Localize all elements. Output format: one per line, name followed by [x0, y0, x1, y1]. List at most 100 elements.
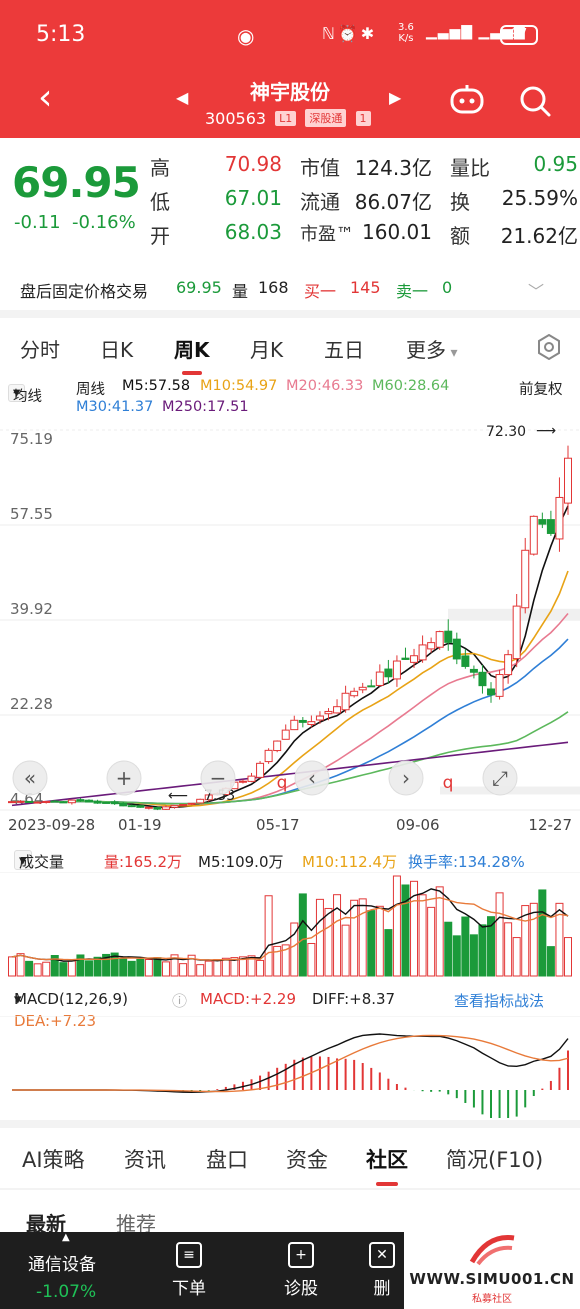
- chart-control-glyph: ‹: [308, 766, 316, 790]
- candle-body: [487, 688, 496, 696]
- float-label: 流通: [300, 190, 340, 214]
- volume-bar: [307, 942, 316, 977]
- divider: [0, 1188, 580, 1190]
- tab-more[interactable]: 更多 ▾: [406, 338, 458, 362]
- candle-body: [281, 729, 290, 740]
- tab-order-book[interactable]: 盘口: [206, 1148, 248, 1172]
- low-marker-arrow: ⟵: [168, 788, 188, 804]
- open-value: 68.03: [224, 220, 282, 244]
- ma60-value: M60:28.64: [372, 378, 450, 394]
- candle-body: [521, 549, 530, 609]
- candle-body: [204, 794, 213, 801]
- chart-control-glyph: «: [24, 766, 36, 790]
- ma-selector[interactable]: 均线 ▾: [8, 384, 42, 405]
- high-label: 高: [150, 156, 170, 180]
- macd-selector[interactable]: MACD(12,26,9) ▾: [14, 990, 128, 1008]
- robot-icon[interactable]: [449, 84, 485, 114]
- volume-bar: [170, 954, 179, 977]
- gear-icon[interactable]: [536, 334, 562, 360]
- candle-body: [350, 690, 359, 697]
- search-icon[interactable]: [518, 84, 552, 118]
- status-bar: 5:13 ◉ ℕ⏰✱ 3.6 K/s ▁▃▅▇ ▁▃▅▇ 97: [0, 0, 580, 70]
- volume-bar: [67, 960, 76, 977]
- diagnose-button[interactable]: + 诊股: [266, 1242, 336, 1299]
- delete-button[interactable]: ✕ 删: [362, 1242, 402, 1299]
- volume-bar: [84, 960, 93, 977]
- tab-community[interactable]: 社区: [366, 1144, 408, 1186]
- prev-stock-icon[interactable]: ◀: [176, 88, 189, 107]
- candle-body: [67, 799, 76, 804]
- chart-control-5: [482, 760, 518, 796]
- volume-m5: M5:109.0万: [198, 853, 284, 871]
- after-hours-vol-label: 量: [232, 282, 249, 301]
- macd-chart[interactable]: [0, 1016, 580, 1118]
- volume-bar: [564, 937, 572, 977]
- candle-body: [16, 800, 25, 803]
- volume-selector[interactable]: 成交量 ▾: [14, 850, 64, 871]
- status-time: 5:13: [36, 22, 86, 47]
- back-icon[interactable]: ‹: [38, 77, 53, 118]
- x-tick-label: 12-27: [528, 816, 572, 834]
- help-icon[interactable]: ⓘ: [172, 992, 188, 1010]
- chart-control-glyph: −: [210, 766, 227, 790]
- ma250-value: M250:17.51: [162, 399, 249, 415]
- indicator-strategy-link[interactable]: 查看指标战法: [454, 992, 545, 1010]
- after-hours-row[interactable]: 盘后固定价格交易 69.95 量 168 买一 145 卖一 0 ﹀: [0, 270, 580, 306]
- chart-control-0: [12, 760, 48, 796]
- candle-body: [42, 800, 51, 804]
- next-stock-icon[interactable]: ▶: [389, 88, 402, 107]
- candle-body: [435, 631, 444, 648]
- candle-body: [136, 805, 145, 808]
- candle-body: [495, 674, 504, 697]
- volume-bar: [161, 961, 170, 977]
- turnover-rate: 换手率:134.28%: [408, 853, 525, 871]
- volume-bar: [230, 957, 239, 977]
- candle-body: [196, 798, 205, 804]
- volume-bar: [144, 958, 153, 977]
- volume-bar: [153, 957, 162, 977]
- volume-bar: [93, 956, 102, 977]
- high-marker-arrow: ⟶: [536, 423, 556, 439]
- vol-ratio-value: 0.95: [533, 152, 578, 176]
- volume-bar: [187, 954, 196, 977]
- delete-icon: ✕: [369, 1242, 395, 1268]
- volume-bar: [538, 889, 547, 977]
- chevron-down-icon[interactable]: ﹀: [528, 282, 545, 301]
- tab-daily[interactable]: 日K: [100, 338, 134, 362]
- candle-body: [110, 801, 119, 805]
- volume-bar: [512, 937, 521, 977]
- volume-bar: [487, 916, 496, 977]
- volume-bar: [478, 924, 487, 977]
- tab-monthly[interactable]: 月K: [250, 338, 284, 362]
- tab-ai-strategy[interactable]: AI策略: [22, 1148, 85, 1172]
- candle-body: [187, 802, 196, 805]
- sector-name[interactable]: 通信设备: [28, 1255, 96, 1275]
- divider: [0, 310, 580, 318]
- candle-body: [410, 655, 419, 663]
- low-value: 67.01: [224, 186, 282, 210]
- volume-bar: [33, 963, 42, 977]
- volume-bar: [16, 953, 25, 977]
- tab-weekly[interactable]: 周K: [174, 334, 210, 375]
- pe-label: 市盈™: [300, 224, 354, 245]
- tab-capital[interactable]: 资金: [286, 1148, 328, 1172]
- order-icon: ≡: [176, 1242, 202, 1268]
- ma250-line: [11, 741, 569, 807]
- watermark-logo: [469, 1235, 515, 1266]
- adjust-mode[interactable]: 前复权: [519, 382, 563, 398]
- turnover-value: 25.59%: [501, 186, 578, 210]
- volume-bar: [247, 955, 256, 977]
- caret-up-icon: ▲: [62, 1232, 70, 1243]
- candle-body: [555, 496, 564, 540]
- volume-chart[interactable]: [0, 872, 580, 978]
- tab-news[interactable]: 资讯: [124, 1148, 166, 1172]
- tab-f10[interactable]: 简况(F10): [446, 1148, 544, 1172]
- ma60-line: [11, 711, 569, 805]
- bid-label: 买一: [304, 282, 337, 301]
- volume-bar: [435, 886, 444, 977]
- high-marker-label: 72.30: [486, 424, 526, 440]
- tab-intraday[interactable]: 分时: [20, 338, 60, 362]
- tab-five-day[interactable]: 五日: [324, 338, 364, 362]
- order-button[interactable]: ≡ 下单: [154, 1242, 224, 1299]
